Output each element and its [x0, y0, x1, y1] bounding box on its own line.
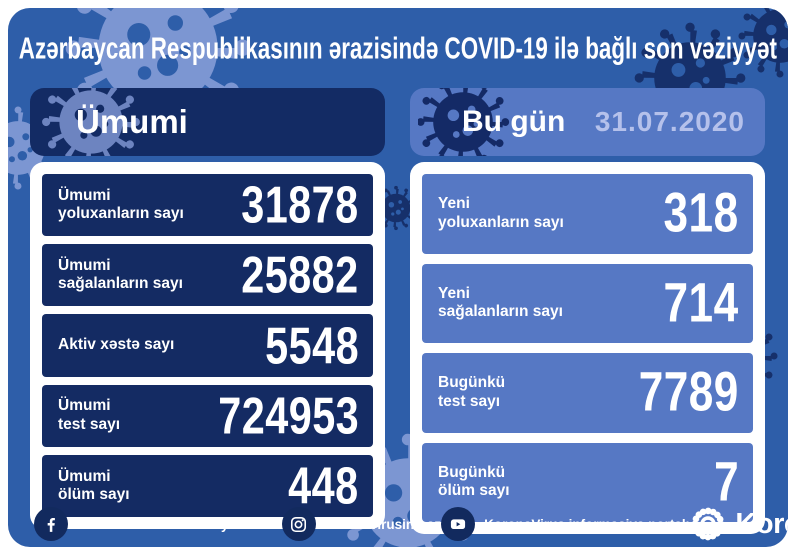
facebook-icon — [34, 507, 68, 541]
stat-value: 724953 — [218, 385, 359, 445]
stat-row-total-tests: Ümumi test sayı 724953 — [42, 384, 373, 447]
stat-row-today-tests: Bugünkü test sayı 7789 — [422, 353, 753, 433]
stat-label-line: Bugünkü — [438, 374, 506, 392]
stats-columns: Ümumi Ümumi yoluxanların sayı 31878 Ümum… — [30, 88, 765, 534]
stat-value: 5548 — [265, 315, 359, 375]
stat-label: Ümumi yoluxanların sayı — [58, 187, 184, 224]
stat-label: Ümumi sağalanların sayı — [58, 257, 183, 294]
today-stats-panel: Yeni yoluxanların sayı 318 Yeni sağalanl… — [410, 162, 765, 534]
total-header: Ümumi — [30, 88, 385, 156]
total-stats-column: Ümumi Ümumi yoluxanların sayı 31878 Ümum… — [30, 88, 385, 534]
stat-label-line: Bugünkü — [438, 463, 506, 481]
stat-label-line: test sayı — [58, 415, 121, 433]
stat-label: Yeni yoluxanların sayı — [438, 195, 564, 232]
brand-name: KoronaVirus — [735, 507, 788, 540]
page-title-text: Azərbaycan Respublikasının ərazisində CO… — [18, 31, 778, 66]
stat-label-line: ölüm sayı — [438, 482, 510, 500]
stat-label-line: Ümumi — [58, 397, 111, 415]
stat-label-line: Yeni — [438, 284, 470, 302]
stat-row-total-infected: Ümumi yoluxanların sayı 31878 — [42, 174, 373, 237]
stat-label-line: sağalanların sayı — [438, 303, 563, 321]
stat-value: 25882 — [241, 245, 359, 305]
stat-row-new-recovered: Yeni sağalanların sayı 714 — [422, 263, 753, 343]
total-header-label: Ümumi — [76, 103, 188, 140]
stat-row-total-recovered: Ümumi sağalanların sayı 25882 — [42, 244, 373, 307]
stat-value: 7789 — [638, 362, 739, 424]
report-date: 31.07.2020 — [594, 106, 745, 137]
stat-label: Aktiv xəstə sayı — [58, 336, 174, 354]
instagram-label: koronavirusinfoaz — [324, 516, 442, 532]
footer: Koronavirus İnformasiya Portalı koronavi… — [8, 501, 788, 547]
page-title: Azərbaycan Respublikasının ərazisində CO… — [8, 8, 788, 90]
stat-value: 7 — [713, 451, 739, 513]
stat-label: Bugünkü test sayı — [438, 374, 505, 411]
stat-row-total-deaths: Ümumi ölüm sayı 448 — [42, 454, 373, 518]
total-stats-panel: Ümumi yoluxanların sayı 31878 Ümumi sağa… — [30, 162, 385, 529]
youtube-link: KoronaVirus informasiya portalı — [441, 507, 689, 541]
stat-value: 31878 — [241, 174, 359, 235]
stat-label-line: Ümumi — [58, 186, 111, 204]
today-header: Bu gün 31.07.2020 — [410, 88, 765, 156]
stat-row-new-infected: Yeni yoluxanların sayı 318 — [422, 174, 753, 254]
facebook-link: Koronavirus İnformasiya Portalı — [34, 507, 282, 541]
facebook-label: Koronavirus İnformasiya Portalı — [77, 516, 282, 532]
instagram-link: koronavirusinfoaz — [281, 507, 442, 541]
stat-value: 318 — [663, 183, 739, 245]
stat-label-line: Ümumi — [58, 467, 111, 485]
stat-label: Yeni sağalanların sayı — [438, 285, 563, 322]
stat-label-line: test sayı — [438, 392, 501, 410]
youtube-icon — [441, 507, 476, 541]
stat-label-line: Aktiv xəstə sayı — [58, 336, 175, 354]
youtube-label: KoronaVirus informasiya portalı — [484, 516, 690, 532]
stat-label: Ümumi ölüm sayı — [58, 468, 130, 505]
stat-label: Ümumi test sayı — [58, 397, 120, 434]
stat-label-line: Yeni — [438, 195, 470, 213]
stat-row-active-cases: Aktiv xəstə sayı 5548 — [42, 314, 373, 377]
koronavirus-logo: KoronaVirus info — [689, 505, 788, 543]
today-stats-column: Bu gün 31.07.2020 Yeni yoluxanların sayı… — [410, 88, 765, 534]
board-background: Azərbaycan Respublikasının ərazisində CO… — [8, 8, 788, 547]
stat-label: Bugünkü ölüm sayı — [438, 464, 510, 501]
virus-burst-icon — [689, 505, 727, 543]
stat-label-line: ölüm sayı — [58, 485, 130, 503]
stat-value: 714 — [663, 272, 739, 334]
stat-label-line: Ümumi — [58, 257, 111, 275]
stat-label-line: yoluxanların sayı — [58, 205, 184, 223]
instagram-icon — [281, 507, 316, 541]
stat-label-line: yoluxanların sayı — [438, 213, 564, 231]
stat-label-line: sağalanların sayı — [58, 275, 183, 293]
today-header-label: Bu gün — [462, 105, 566, 138]
